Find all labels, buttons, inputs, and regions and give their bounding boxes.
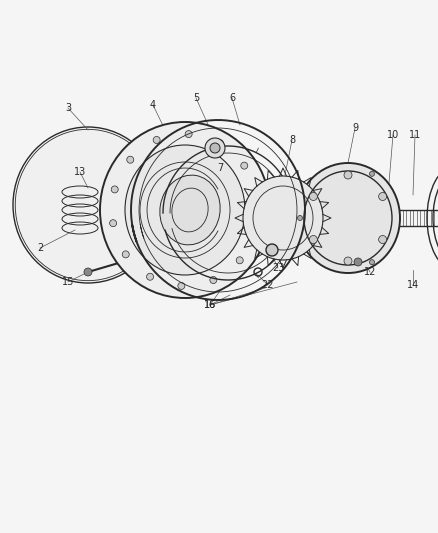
Circle shape: [84, 268, 92, 276]
Text: 16: 16: [203, 300, 215, 310]
Circle shape: [251, 227, 258, 234]
Circle shape: [309, 192, 317, 200]
Text: 9: 9: [351, 123, 357, 133]
Circle shape: [343, 171, 351, 179]
Text: 12: 12: [363, 267, 375, 277]
Circle shape: [110, 220, 117, 227]
Circle shape: [297, 215, 302, 221]
Text: 13: 13: [74, 167, 86, 177]
Text: 10: 10: [386, 130, 398, 140]
Ellipse shape: [100, 122, 269, 298]
Text: 23: 23: [271, 263, 283, 273]
Circle shape: [378, 192, 386, 200]
Circle shape: [122, 251, 129, 258]
Text: 15: 15: [62, 277, 74, 287]
Ellipse shape: [243, 176, 322, 260]
Circle shape: [209, 143, 219, 153]
Circle shape: [343, 257, 351, 265]
Circle shape: [236, 257, 243, 264]
Circle shape: [378, 236, 386, 244]
Circle shape: [146, 273, 153, 280]
Ellipse shape: [125, 145, 244, 275]
Circle shape: [185, 131, 192, 138]
Text: 14: 14: [406, 280, 418, 290]
Text: 16: 16: [203, 300, 215, 310]
Text: 2: 2: [37, 243, 43, 253]
Circle shape: [205, 138, 225, 158]
Text: 5: 5: [192, 93, 199, 103]
Circle shape: [309, 236, 317, 244]
Text: 7: 7: [216, 163, 223, 173]
Circle shape: [111, 186, 118, 193]
Circle shape: [127, 156, 134, 163]
Text: 4: 4: [150, 100, 155, 110]
Circle shape: [209, 277, 216, 284]
Text: 22: 22: [261, 280, 274, 290]
Circle shape: [216, 140, 223, 147]
Text: 8: 8: [288, 135, 294, 145]
Circle shape: [240, 162, 247, 169]
Circle shape: [153, 136, 160, 143]
Ellipse shape: [159, 175, 220, 245]
Ellipse shape: [13, 127, 162, 283]
Circle shape: [353, 258, 361, 266]
Circle shape: [369, 171, 374, 176]
Ellipse shape: [295, 163, 399, 273]
Circle shape: [265, 244, 277, 256]
Text: 11: 11: [408, 130, 420, 140]
Circle shape: [177, 282, 184, 289]
Circle shape: [253, 193, 260, 200]
Circle shape: [369, 260, 374, 265]
Text: 3: 3: [65, 103, 71, 113]
Text: 6: 6: [228, 93, 234, 103]
